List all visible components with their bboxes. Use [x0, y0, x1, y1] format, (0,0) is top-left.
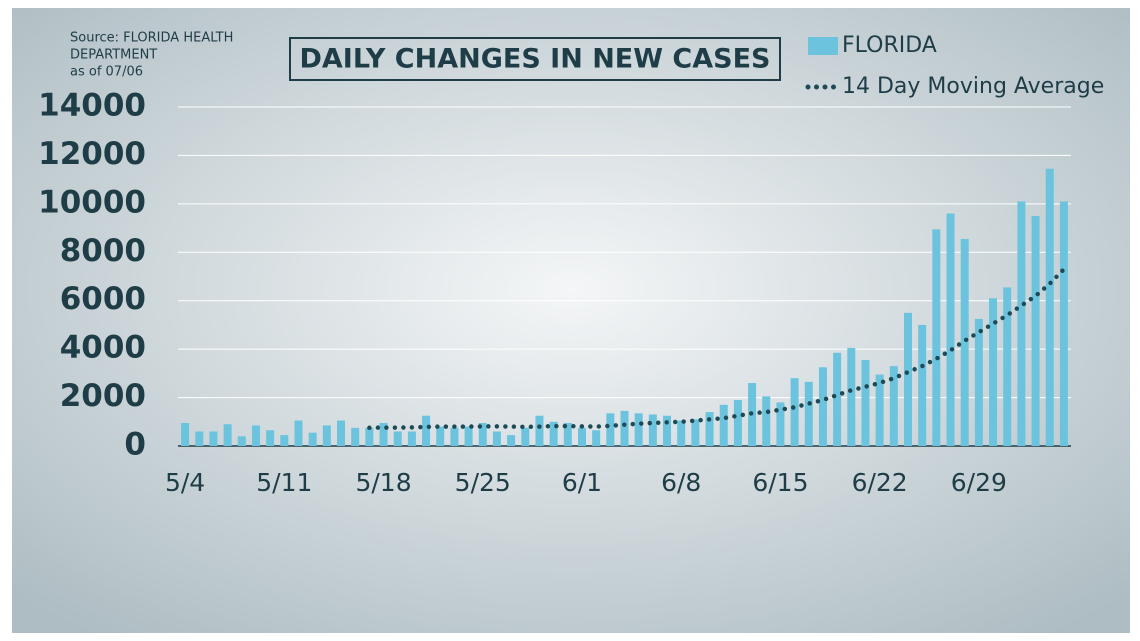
y-tick-label: 14000 [38, 88, 146, 124]
y-tick-label: 6000 [60, 281, 146, 317]
bar [847, 347, 856, 446]
bar [719, 404, 728, 446]
y-tick-label: 0 [124, 427, 146, 463]
source: DEPARTMENT [70, 48, 157, 63]
bar [563, 422, 572, 446]
bar [606, 413, 615, 446]
bar [634, 413, 643, 446]
legend-swatch [808, 37, 838, 55]
bar [280, 435, 289, 446]
bar [365, 427, 374, 446]
bar [209, 431, 218, 446]
x-tick-label: 6/22 [852, 468, 908, 497]
bar [918, 324, 927, 446]
bar [521, 427, 530, 446]
bar [776, 402, 785, 446]
bar [181, 422, 190, 446]
bar [450, 427, 459, 446]
y-tick-label: 10000 [38, 184, 146, 220]
x-tick-label: 6/15 [752, 468, 808, 497]
bar [875, 374, 884, 446]
x-tick-label: 6/8 [661, 468, 701, 497]
bar [989, 298, 998, 446]
bar [422, 415, 431, 446]
bar [322, 425, 331, 446]
y-tick-label: 4000 [60, 330, 146, 366]
bar [705, 412, 714, 446]
bar [492, 431, 501, 446]
bar [223, 424, 232, 446]
bar [195, 431, 204, 446]
bar [1017, 201, 1026, 446]
x-tick-label: 5/25 [455, 468, 511, 497]
bar [620, 410, 629, 446]
title-box [289, 37, 781, 81]
source: as of 07/06 [70, 65, 143, 80]
bar [294, 420, 303, 446]
chart-title: DAILY CHANGES IN NEW CASES [300, 44, 771, 75]
bar [436, 426, 445, 446]
x-tick-label: 5/18 [355, 468, 411, 497]
x-tick-label: 6/1 [562, 468, 602, 497]
bar [677, 420, 686, 446]
bar [932, 229, 941, 446]
bar [663, 415, 672, 446]
bar [946, 213, 955, 446]
bar [960, 238, 969, 446]
bar [351, 427, 360, 446]
x-tick-label: 6/29 [951, 468, 1007, 497]
bar [507, 435, 516, 446]
bar [237, 436, 246, 446]
x-tick-label: 5/11 [256, 468, 312, 497]
bar [251, 425, 260, 446]
bar [549, 421, 558, 446]
bar [592, 430, 601, 446]
bar [861, 360, 870, 446]
bar [974, 318, 983, 446]
bar [833, 352, 842, 446]
bar [1031, 215, 1040, 446]
bar [379, 422, 388, 446]
bar [762, 396, 771, 446]
bar [1059, 201, 1068, 446]
bar [889, 366, 898, 446]
bar [903, 312, 912, 446]
bar [691, 419, 700, 446]
background [12, 8, 1130, 633]
legend-label: FLORIDA [842, 33, 937, 58]
bar [464, 426, 473, 446]
bar [1003, 287, 1012, 446]
moving-average-line [367, 266, 1067, 431]
bar [393, 431, 402, 446]
bar [535, 415, 544, 446]
y-tick-label: 8000 [60, 233, 146, 269]
legend-label: 14 Day Moving Average [842, 74, 1104, 99]
bar [577, 427, 586, 446]
bar [407, 431, 416, 446]
x-tick-label: 5/4 [165, 468, 205, 497]
bar [337, 420, 346, 446]
bar [790, 378, 799, 446]
bar [818, 367, 827, 446]
bar [733, 399, 742, 446]
bar [648, 414, 657, 446]
bar [266, 430, 275, 446]
bar [1045, 168, 1054, 446]
bar [804, 381, 813, 446]
y-tick-label: 12000 [38, 136, 146, 172]
source: Source: FLORIDA HEALTH [70, 31, 233, 46]
y-tick-label: 2000 [60, 378, 146, 414]
bar [308, 432, 317, 446]
bar [478, 422, 487, 446]
